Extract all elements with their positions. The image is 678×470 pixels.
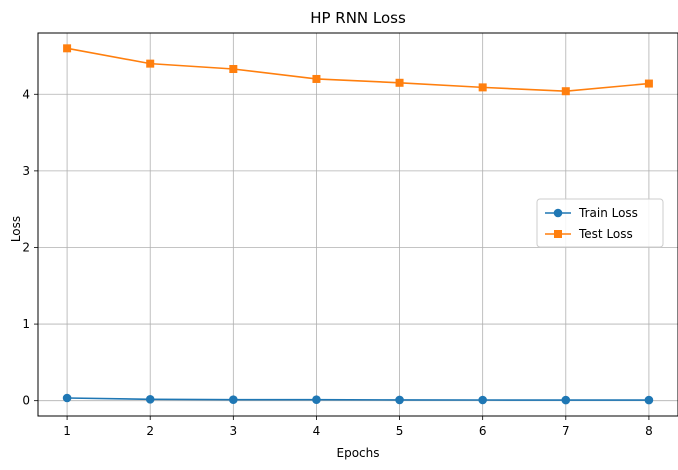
data-point-test-7	[644, 79, 653, 88]
plot-frame	[37, 32, 678, 417]
y-tick-label: 2	[22, 240, 30, 254]
y-tick-label: 1	[22, 317, 30, 331]
y-tick-label: 4	[22, 87, 30, 101]
grid	[38, 33, 678, 416]
data-point-train-4	[395, 395, 404, 405]
x-tick-label: 1	[63, 424, 71, 438]
data-point-train-2	[229, 395, 238, 404]
data-point-test-5	[478, 83, 487, 92]
legend-marker-0	[553, 208, 563, 218]
data-point-test-1	[146, 59, 155, 68]
data-point-test-0	[63, 44, 72, 53]
x-tick-label: 3	[230, 424, 238, 438]
x-tick-label: 7	[562, 424, 570, 438]
data-point-test-3	[312, 74, 321, 83]
x-tick-label: 6	[479, 424, 487, 438]
series-line-0	[67, 397, 649, 401]
data-point-test-4	[395, 78, 404, 87]
data-point-test-6	[561, 87, 570, 96]
legend: Train Loss Test Loss	[536, 198, 664, 248]
data-point-train-5	[478, 395, 487, 405]
x-tick-label: 8	[645, 424, 653, 438]
series-line-1	[66, 47, 649, 93]
legend-marker-1	[554, 230, 562, 238]
legend-label: Test Loss	[578, 227, 633, 241]
y-axis-label: Loss	[9, 216, 23, 242]
series-layer	[62, 44, 654, 405]
y-tick-label: 3	[22, 164, 30, 178]
x-axis-ticks: 1 2 3 4 5 6 7 8	[63, 416, 653, 438]
data-point-train-3	[312, 395, 321, 404]
data-point-train-0	[62, 393, 72, 403]
series-train-loss	[62, 393, 654, 405]
x-tick-label: 5	[396, 424, 404, 438]
x-axis-label: Epochs	[337, 446, 380, 460]
data-point-train-6	[561, 395, 571, 405]
legend-label: Train Loss	[578, 206, 638, 220]
series-test-loss	[63, 44, 653, 96]
y-axis-ticks: 0 1 2 3 4	[22, 87, 38, 408]
chart-title: HP RNN Loss	[310, 9, 406, 27]
data-point-train-1	[145, 395, 155, 404]
data-point-test-2	[229, 65, 238, 74]
data-point-train-7	[644, 395, 654, 405]
y-tick-label: 0	[22, 394, 30, 408]
x-tick-label: 2	[146, 424, 154, 438]
legend-box	[536, 198, 664, 248]
x-tick-label: 4	[313, 424, 321, 438]
